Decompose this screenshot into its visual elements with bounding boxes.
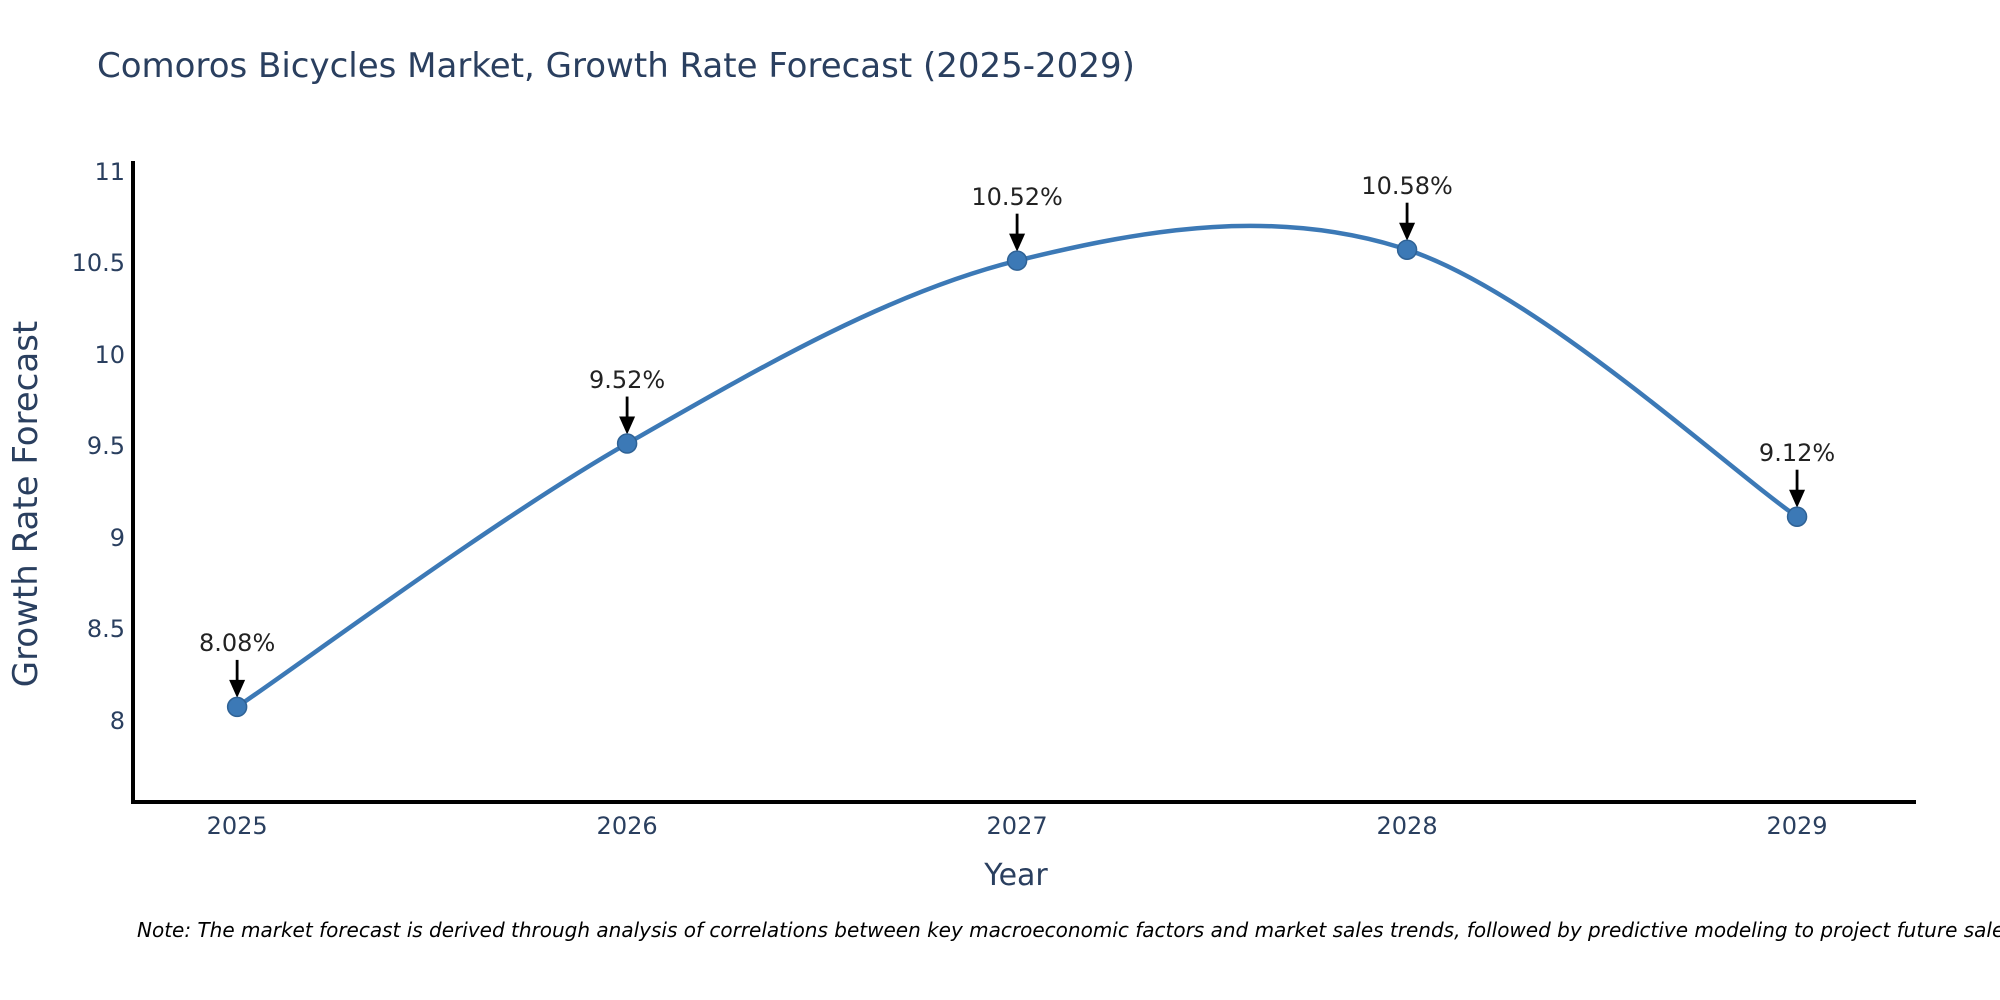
annotation-arrowhead-icon	[1399, 222, 1416, 241]
annotation-arrowhead-icon	[1009, 233, 1026, 252]
x-tick-label: 2027	[986, 812, 1048, 840]
data-point-marker[interactable]	[616, 433, 638, 454]
data-point-marker[interactable]	[1396, 239, 1418, 260]
x-tick-label: 2028	[1376, 812, 1438, 840]
x-tick-label: 2029	[1766, 812, 1828, 840]
annotation-arrowhead-icon	[1789, 489, 1806, 508]
y-tick-label: 9.5	[86, 432, 125, 461]
y-tick-label: 8.5	[86, 615, 125, 644]
point-annotation: 10.58%	[1361, 171, 1453, 200]
chart-title: Comoros Bicycles Market, Growth Rate For…	[97, 46, 1135, 86]
footnote: Note: The market forecast is derived thr…	[137, 918, 2000, 942]
data-point-marker[interactable]	[1786, 506, 1808, 527]
y-tick-label: 8	[109, 706, 125, 735]
point-annotation: 8.08%	[199, 628, 276, 657]
y-tick-label: 11	[94, 157, 125, 186]
point-annotation: 9.12%	[1758, 438, 1836, 467]
x-axis-title: Year	[984, 858, 1048, 893]
point-annotation: 9.52%	[588, 365, 666, 394]
x-tick-label: 2026	[596, 812, 658, 840]
axis-lines	[131, 161, 1916, 804]
point-annotation: 10.52%	[971, 182, 1063, 211]
data-point-marker[interactable]	[1006, 250, 1028, 271]
data-point-marker[interactable]	[226, 696, 248, 718]
annotation-arrowhead-icon	[229, 679, 246, 698]
y-axis-title: Growth Rate Forecast	[6, 320, 46, 688]
y-tick-label: 10.5	[71, 249, 125, 278]
x-tick-label: 2025	[206, 812, 268, 840]
forecast-line[interactable]	[234, 223, 1800, 710]
y-tick-label: 9	[109, 523, 125, 552]
y-tick-label: 10	[94, 340, 125, 369]
annotation-arrowhead-icon	[619, 416, 636, 435]
